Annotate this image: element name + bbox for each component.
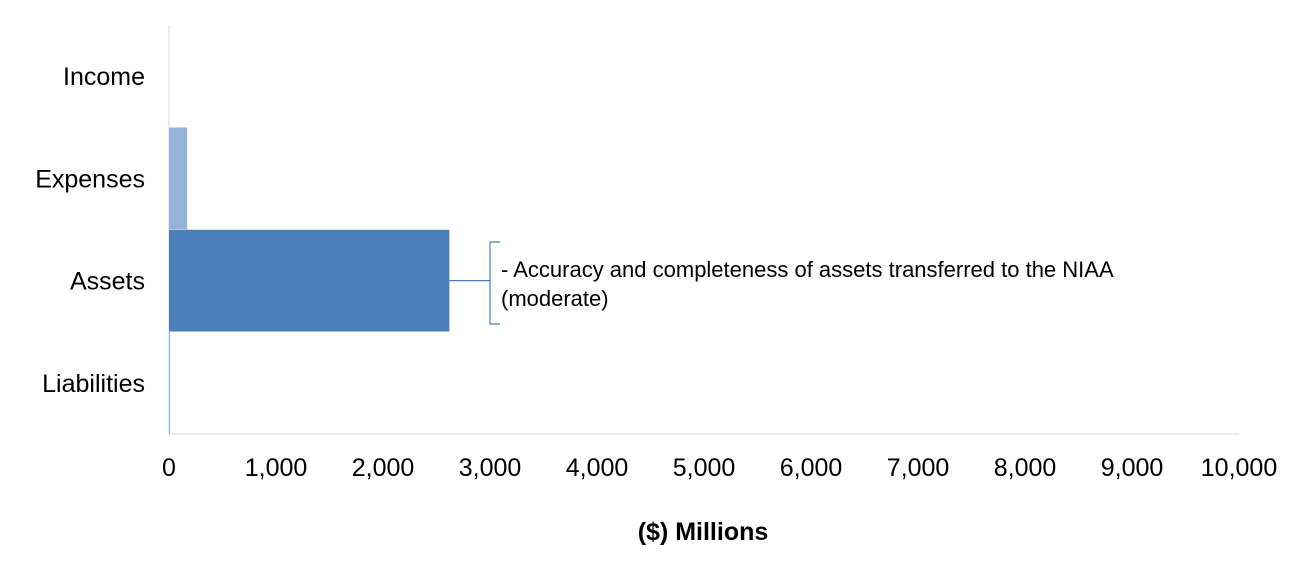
x-tick-label: 8,000: [994, 454, 1057, 482]
plot-area: Income Expenses Assets Liabilities 0 1,000 2,0…: [35, 25, 1277, 482]
annotation-text-line: (moderate): [501, 286, 609, 311]
x-tick-label: 4,000: [566, 454, 629, 482]
category-label-income: Income: [63, 63, 145, 91]
category-label-liabilities: Liabilities: [42, 370, 145, 398]
annotation-bracket: [489, 241, 500, 325]
category-label-expenses: Expenses: [35, 165, 145, 193]
category-label-assets: Assets: [70, 268, 145, 296]
x-tick-label: 6,000: [780, 454, 843, 482]
x-tick-label: 2,000: [352, 454, 415, 482]
x-tick-label: 5,000: [673, 454, 736, 482]
x-tick-label: 3,000: [459, 454, 522, 482]
x-tick-label: 7,000: [887, 454, 950, 482]
bar-expenses: [169, 127, 188, 230]
x-tick-label: 9,000: [1101, 454, 1164, 482]
bar-assets: [169, 229, 450, 332]
x-tick-label: 10,000: [1201, 454, 1277, 482]
annotation-text-line: - Accuracy and completeness of assets tr…: [501, 257, 1114, 282]
x-axis-title: ($) Millions: [638, 518, 769, 546]
x-tick-label: 1,000: [245, 454, 308, 482]
bar-liabilities: [169, 332, 171, 434]
x-tick-label: 0: [162, 454, 176, 482]
